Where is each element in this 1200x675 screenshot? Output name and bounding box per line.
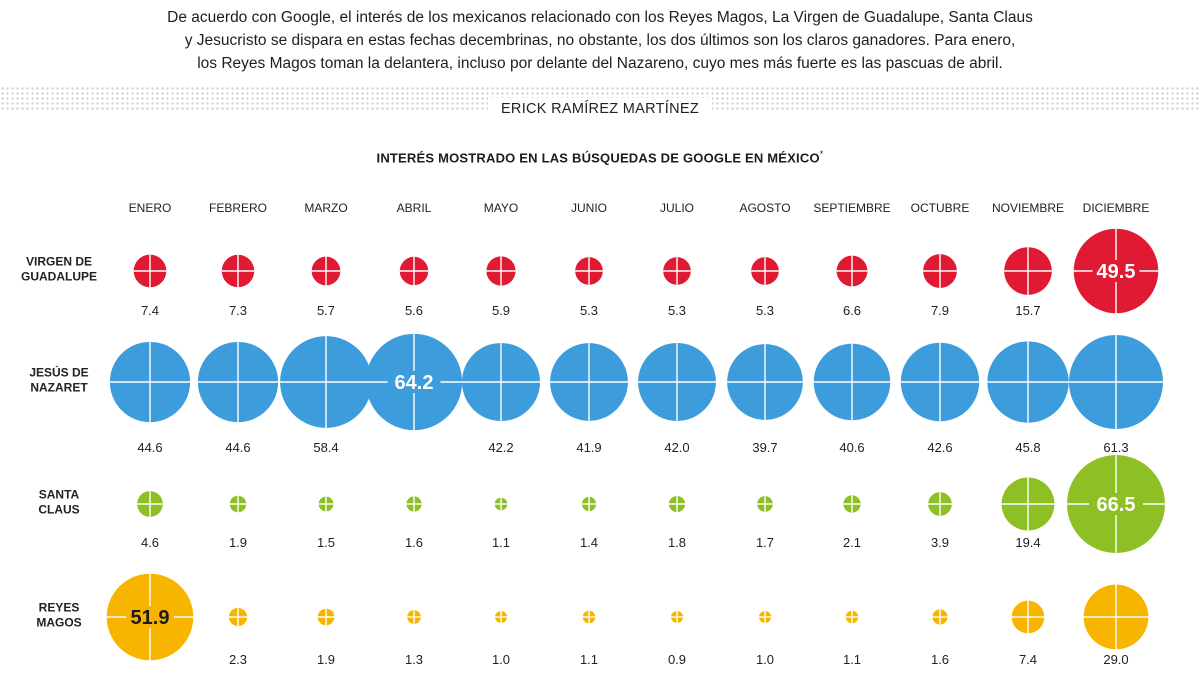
bubble-value-label: 1.9 [317, 652, 335, 667]
month-label: NOVIEMBRE [992, 201, 1064, 215]
bubble-value-label: 1.6 [405, 535, 423, 550]
bubble-value-label: 1.5 [317, 535, 335, 550]
series-label: JESÚS DE [29, 365, 88, 380]
month-label: OCTUBRE [911, 201, 970, 215]
bubble-value-label: 15.7 [1015, 303, 1040, 318]
intro-line: y Jesucristo se dispara en estas fechas … [184, 32, 1016, 49]
bubble-value-label: 1.7 [756, 535, 774, 550]
month-label: ENERO [129, 201, 172, 215]
intro-line: los Reyes Magos toman la delantera, incl… [197, 55, 1003, 72]
bubble-value-label: 1.0 [492, 652, 510, 667]
byline: ERICK RAMÍREZ MARTÍNEZ [500, 101, 700, 117]
series-label: VIRGEN DE [26, 255, 92, 269]
bubble-value-label: 19.4 [1015, 535, 1040, 550]
bubble-value-label: 5.6 [405, 303, 423, 318]
month-label: JULIO [660, 201, 694, 215]
bubble-value-label: 42.6 [927, 440, 952, 455]
bubble-value-label: 0.9 [668, 652, 686, 667]
intro-line: De acuerdo con Google, el interés de los… [167, 9, 1033, 26]
month-label: JUNIO [571, 201, 607, 215]
bubble-label-backdrop [126, 606, 174, 628]
bubble-value-label: 1.3 [405, 652, 423, 667]
bubble-value-label: 1.6 [931, 652, 949, 667]
bubble-value-label: 44.6 [225, 440, 250, 455]
bubble-value-label: 5.3 [580, 303, 598, 318]
month-label: FEBRERO [209, 201, 267, 215]
month-label: MAYO [484, 201, 518, 215]
month-label: SEPTIEMBRE [813, 201, 890, 215]
bubble-value-label: 5.3 [668, 303, 686, 318]
bubble-value-label: 61.3 [1103, 440, 1128, 455]
intro-text: De acuerdo con Google, el interés de los… [0, 6, 1200, 75]
bubble-value-label: 3.9 [931, 535, 949, 550]
bubble-peak-value: 64.2 [395, 372, 434, 394]
bubble-label-backdrop [387, 371, 441, 393]
bubble-value-label: 1.1 [580, 652, 598, 667]
chart-title: INTERÉS MOSTRADO EN LAS BÚSQUEDAS DE GOO… [0, 149, 1200, 165]
bubble-peak-value: 66.5 [1097, 494, 1136, 516]
bubble-value-label: 7.4 [1019, 652, 1037, 667]
month-label: DICIEMBRE [1083, 201, 1150, 215]
month-label: AGOSTO [739, 201, 790, 215]
chart-title-footnote-mark: * [819, 149, 824, 159]
bubble-value-label: 2.3 [229, 652, 247, 667]
bubble-value-label: 41.9 [576, 440, 601, 455]
series-label: SANTA [39, 488, 80, 502]
month-label: MARZO [304, 201, 347, 215]
bubble-value-label: 1.8 [668, 535, 686, 550]
series-label: REYES [39, 601, 80, 615]
bubble-value-label: 1.9 [229, 535, 247, 550]
bubble-value-label: 40.6 [839, 440, 864, 455]
bubble-value-label: 42.0 [664, 440, 689, 455]
series-label: GUADALUPE [21, 270, 97, 284]
bubble-value-label: 5.3 [756, 303, 774, 318]
bubble-value-label: 1.4 [580, 535, 598, 550]
bubble-value-label: 2.1 [843, 535, 861, 550]
bubble-value-label: 58.4 [313, 440, 338, 455]
chart-title-text: INTERÉS MOSTRADO EN LAS BÚSQUEDAS DE GOO… [376, 150, 820, 166]
bubble-value-label: 7.9 [931, 303, 949, 318]
byline-background [488, 98, 712, 124]
bubble-value-label: 29.0 [1103, 652, 1128, 667]
bubble-value-label: 5.9 [492, 303, 510, 318]
bubble-value-label: 5.7 [317, 303, 335, 318]
bubble-value-label: 1.1 [843, 652, 861, 667]
bubble-peak-value: 51.9 [131, 607, 170, 629]
bubble-value-label: 45.8 [1015, 440, 1040, 455]
bubble-value-label: 39.7 [752, 440, 777, 455]
bubble-value-label: 1.0 [756, 652, 774, 667]
bubble-label-backdrop [1092, 260, 1140, 282]
series-label: NAZARET [30, 381, 88, 395]
bubble-value-label: 1.1 [492, 535, 510, 550]
bubble-value-label: 42.2 [488, 440, 513, 455]
bubble-value-label: 7.3 [229, 303, 247, 318]
bubble-value-label: 4.6 [141, 535, 159, 550]
series-label: MAGOS [36, 616, 81, 630]
bubble-value-label: 6.6 [843, 303, 861, 318]
month-label: ABRIL [397, 201, 432, 215]
bubble-peak-value: 49.5 [1097, 261, 1136, 283]
bubble-label-backdrop [1089, 493, 1143, 515]
series-label: CLAUS [38, 503, 79, 517]
bubble-value-label: 44.6 [137, 440, 162, 455]
bubble-value-label: 7.4 [141, 303, 159, 318]
